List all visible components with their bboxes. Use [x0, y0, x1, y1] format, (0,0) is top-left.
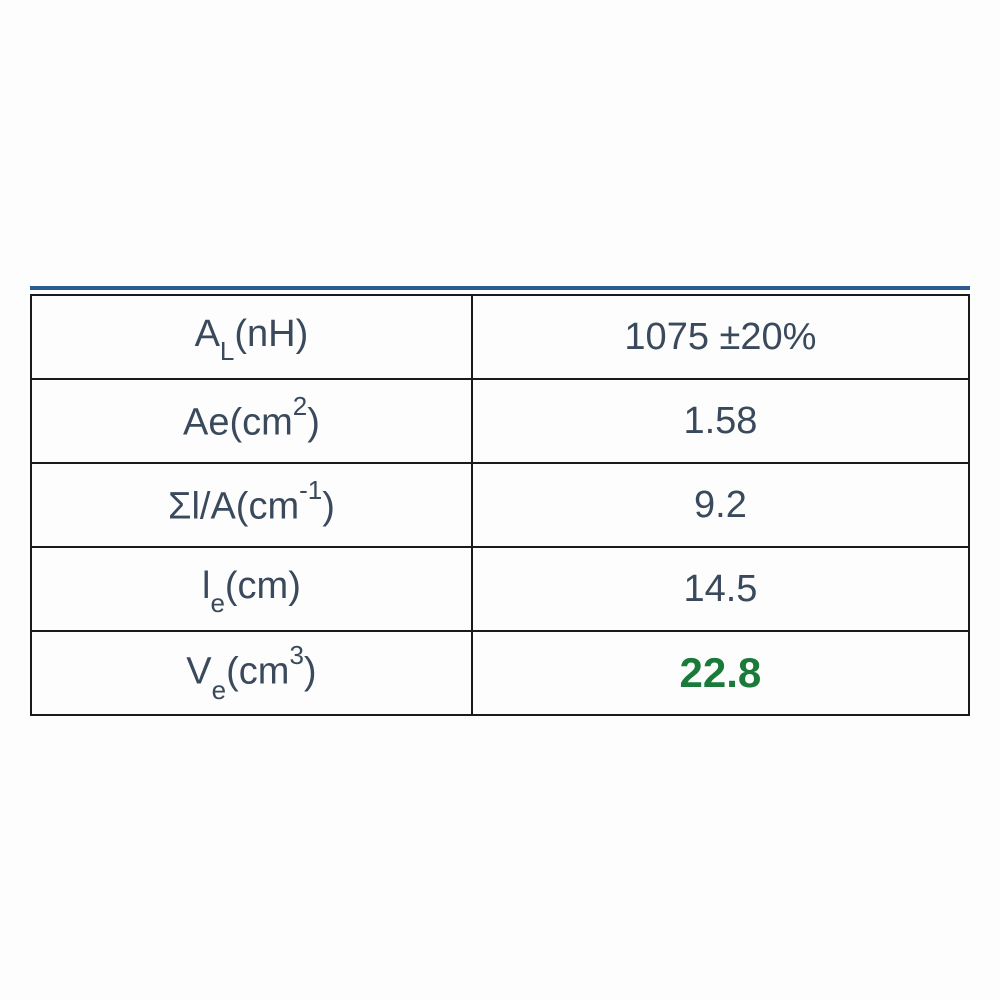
param-sub: e — [212, 675, 226, 705]
param-label-cell: le(cm) — [31, 547, 472, 631]
param-value-cell: 1075 ±20% — [472, 295, 969, 379]
table-row: Ve(cm3) 22.8 — [31, 631, 969, 715]
param-sup: 3 — [289, 640, 303, 670]
param-unit-prefix: (cm — [229, 402, 292, 444]
param-value-cell: 22.8 — [472, 631, 969, 715]
param-unit-prefix: (cm — [236, 486, 299, 528]
param-unit-suffix: ) — [307, 402, 320, 444]
param-unit: (nH) — [234, 313, 308, 355]
param-sup: -1 — [299, 475, 322, 505]
param-base: V — [186, 651, 211, 693]
table-row: AL(nH) 1075 ±20% — [31, 295, 969, 379]
param-value-cell: 9.2 — [472, 463, 969, 547]
param-label-cell: Ae(cm2) — [31, 379, 472, 463]
param-value: 22.8 — [680, 649, 762, 696]
param-label-cell: AL(nH) — [31, 295, 472, 379]
table-row: le(cm) 14.5 — [31, 547, 969, 631]
table-row: Ae(cm2) 1.58 — [31, 379, 969, 463]
param-value-cell: 14.5 — [472, 547, 969, 631]
param-base: A — [195, 313, 220, 355]
param-label-cell: Σl/A(cm-1) — [31, 463, 472, 547]
param-sub: L — [220, 336, 234, 366]
param-sup: 2 — [293, 391, 307, 421]
param-unit: (cm) — [225, 565, 301, 607]
param-unit-suffix: ) — [304, 651, 317, 693]
param-unit-suffix: ) — [322, 486, 335, 528]
param-label-cell: Ve(cm3) — [31, 631, 472, 715]
param-unit-prefix: (cm — [226, 651, 289, 693]
param-value-cell: 1.58 — [472, 379, 969, 463]
parameter-table-container: AL(nH) 1075 ±20% Ae(cm2) 1.58 Σl/A(cm-1)… — [30, 286, 970, 716]
param-value: 1.58 — [683, 400, 757, 442]
parameter-table: AL(nH) 1075 ±20% Ae(cm2) 1.58 Σl/A(cm-1)… — [30, 294, 970, 716]
param-value: 1075 ±20% — [624, 316, 816, 358]
param-value: 14.5 — [683, 568, 757, 610]
table-row: Σl/A(cm-1) 9.2 — [31, 463, 969, 547]
param-sub: e — [210, 588, 224, 618]
param-base: Ae — [183, 402, 229, 444]
param-value: 9.2 — [694, 484, 747, 526]
param-base: Σl/A — [168, 486, 236, 528]
